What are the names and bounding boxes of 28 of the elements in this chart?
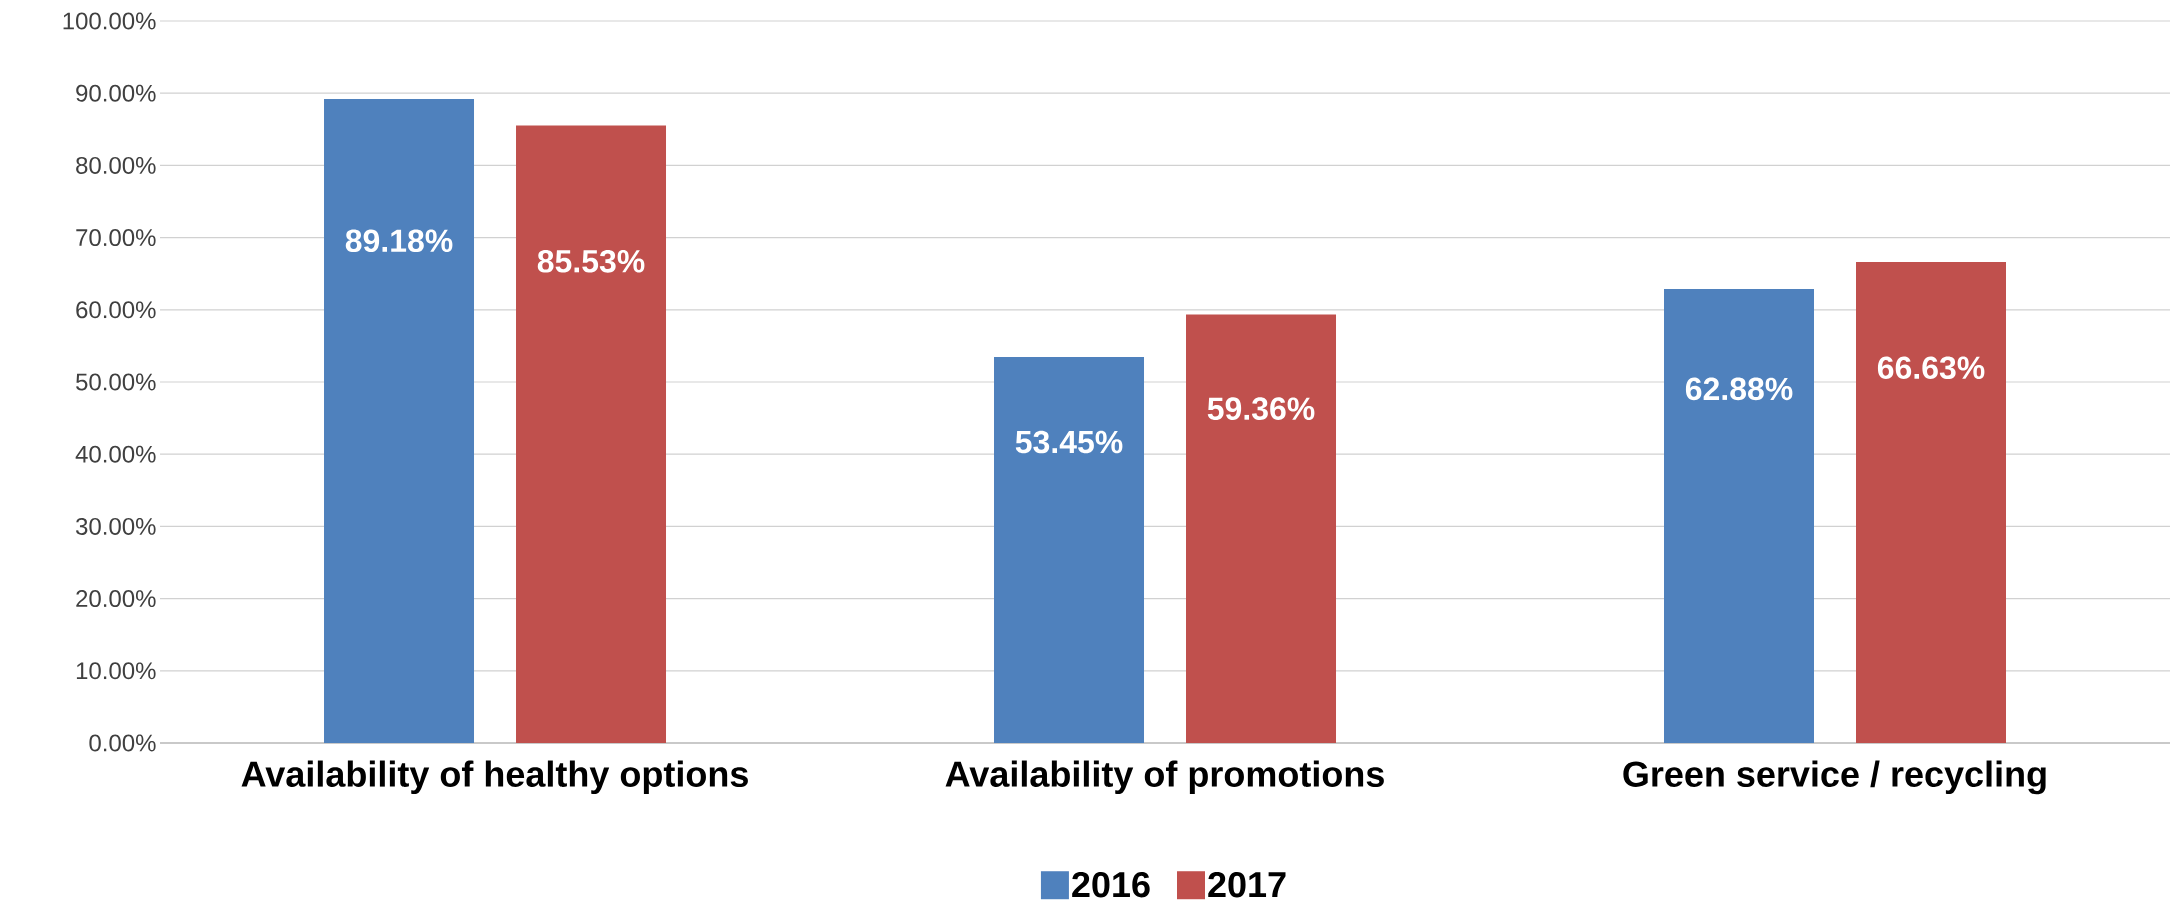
y-tick-label: 30.00% <box>75 517 156 535</box>
x-tick-label: Availability of promotions <box>945 760 1384 795</box>
y-tick-label: 70.00% <box>76 229 156 247</box>
legend-label: 2016 <box>1072 871 1150 898</box>
bar <box>324 99 475 743</box>
y-tick-label: 90.00% <box>76 84 156 102</box>
legend-label: 2017 <box>1208 871 1286 898</box>
bar <box>1664 289 1815 743</box>
data-label: 62.88% <box>1685 377 1793 401</box>
y-tick-label: 40.00% <box>75 445 156 463</box>
y-tick-label: 100.00% <box>63 12 156 30</box>
bar <box>1856 261 2007 743</box>
bar <box>516 125 667 743</box>
data-label: 85.53% <box>537 249 645 273</box>
y-tick-label: 80.00% <box>76 156 156 174</box>
x-tick-label: Green service / recycling <box>1623 760 2046 795</box>
data-label: 59.36% <box>1207 397 1315 421</box>
y-tick-label: 50.00% <box>76 373 156 391</box>
data-label: 66.63% <box>1877 356 1985 380</box>
y-tick-label: 10.00% <box>76 662 156 680</box>
bar <box>1186 314 1337 743</box>
y-tick-label: 60.00% <box>76 301 156 319</box>
x-tick-label: Availability of healthy options <box>241 760 748 795</box>
data-label: 89.18% <box>345 229 453 253</box>
y-tick-label: 20.00% <box>76 590 156 608</box>
y-tick-label: 0.00% <box>89 734 156 752</box>
bar <box>994 357 1145 743</box>
data-label: 53.45% <box>1015 430 1123 454</box>
